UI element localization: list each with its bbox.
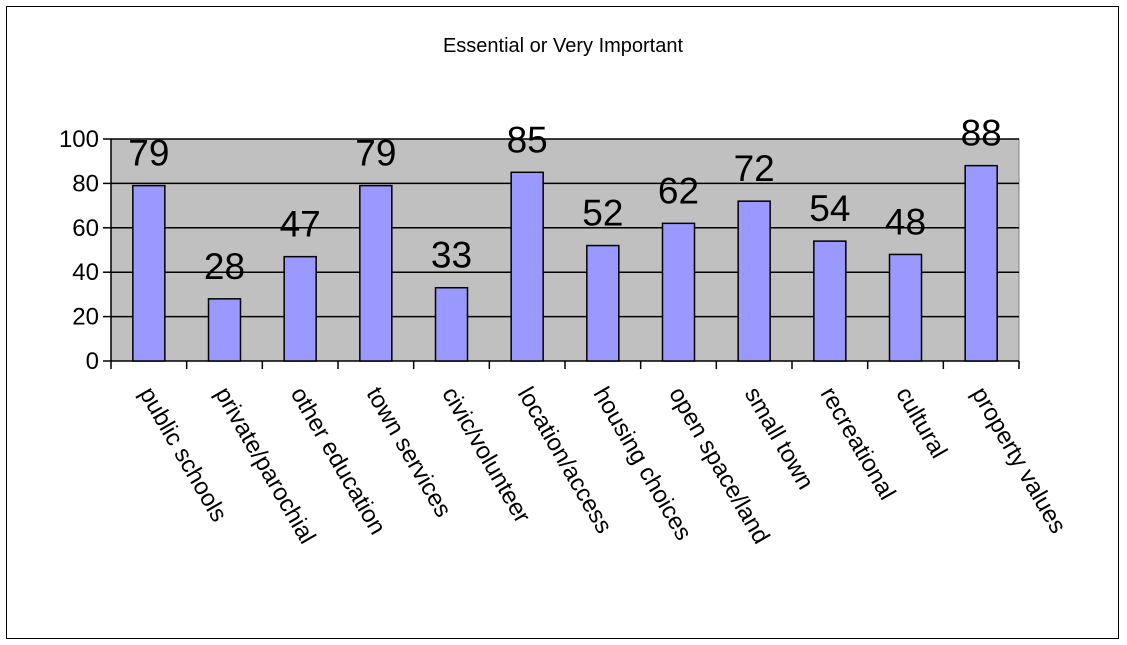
data-label-3: 79: [355, 133, 396, 174]
data-label-7: 62: [658, 170, 699, 211]
y-tick-label: 0: [86, 348, 99, 375]
data-label-11: 88: [961, 113, 1002, 154]
gridlines: [111, 138, 1019, 318]
data-label-1: 28: [204, 246, 245, 287]
category-label-11: property values: [966, 383, 1071, 539]
y-tick-label: 40: [72, 259, 99, 286]
bars: [132, 164, 998, 362]
plot-area: [110, 138, 1020, 362]
bar-1: [207, 298, 242, 362]
chart-title: Essential or Very Important: [443, 35, 684, 57]
axes: [103, 138, 1020, 369]
y-tick-label: 20: [72, 304, 99, 331]
data-label-4: 33: [431, 235, 472, 276]
category-label-8: small town: [739, 383, 819, 495]
category-label-9: recreational: [815, 383, 901, 505]
data-label-2: 47: [280, 204, 321, 245]
data-label-10: 48: [885, 201, 926, 242]
bar-4: [434, 286, 469, 362]
bar-9: [813, 240, 847, 362]
y-tick-label: 60: [72, 215, 99, 242]
bar-7: [661, 222, 696, 362]
bar-3: [359, 184, 393, 362]
y-tick-label: 100: [59, 126, 99, 153]
bar-2: [283, 255, 317, 362]
bar-10: [888, 253, 923, 362]
bar-8: [737, 200, 771, 362]
bar-6: [586, 244, 620, 362]
bar-11: [964, 164, 998, 362]
data-label-5: 85: [507, 119, 548, 160]
category-label-10: cultural: [890, 383, 952, 464]
data-label-0: 79: [128, 133, 169, 174]
data-label-8: 72: [734, 148, 775, 189]
bar-0: [132, 184, 166, 362]
data-label-9: 54: [809, 188, 850, 229]
y-tick-label: 80: [72, 170, 99, 197]
bar-5: [510, 171, 544, 362]
data-label-6: 52: [582, 193, 623, 234]
